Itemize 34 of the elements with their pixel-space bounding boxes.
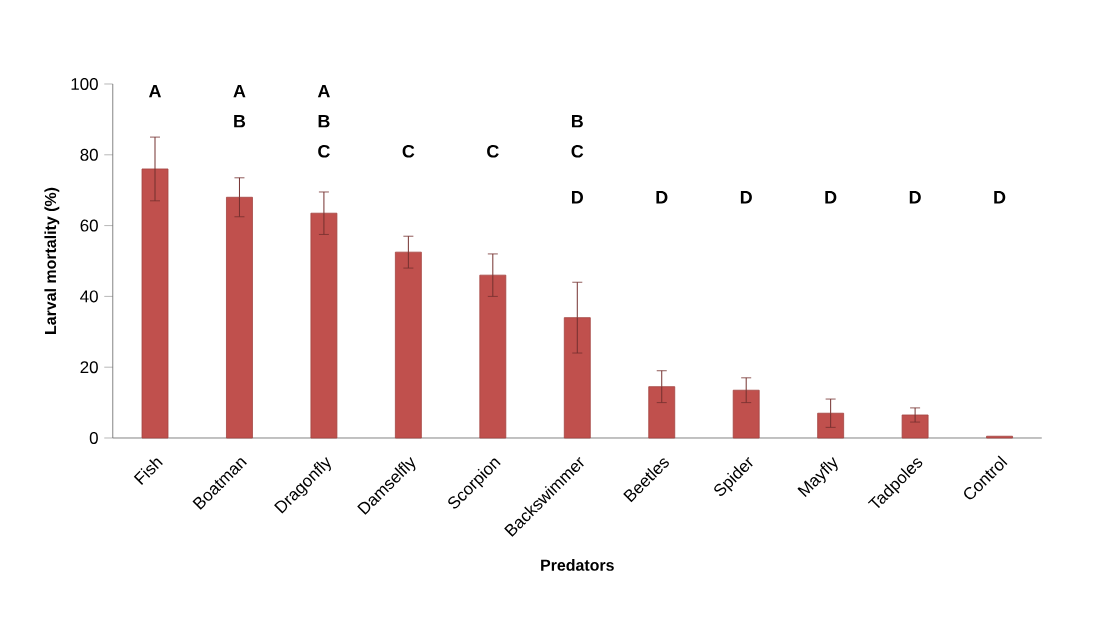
- bar: [901, 414, 929, 439]
- annotation: D: [740, 191, 752, 204]
- y-tick-label: 80: [80, 148, 98, 161]
- y-tick-label: 0: [89, 432, 98, 444]
- y-axis-title: Larval mortality (%): [44, 187, 60, 334]
- y-tick-label: 100: [71, 78, 98, 90]
- annotation: C: [571, 144, 584, 158]
- annotation: B: [318, 114, 330, 128]
- y-tick-label: 60: [80, 219, 98, 232]
- annotation: A: [317, 84, 330, 98]
- annotation: C: [318, 144, 330, 158]
- bar: [226, 196, 253, 439]
- annotation: B: [234, 114, 246, 128]
- x-tick-label: Fish: [133, 458, 163, 485]
- annotation: D: [994, 191, 1006, 204]
- annotation: D: [656, 191, 668, 204]
- annotation: C: [402, 144, 415, 158]
- annotation: A: [233, 84, 246, 98]
- y-tick-label: 40: [80, 290, 98, 303]
- bar: [479, 274, 507, 439]
- bar: [563, 317, 591, 439]
- bar: [394, 251, 422, 439]
- bar: [141, 168, 169, 439]
- y-tick-label: 20: [80, 361, 98, 374]
- annotation: B: [571, 114, 583, 128]
- x-axis-title: Predators: [541, 559, 614, 571]
- annotation: C: [487, 144, 499, 158]
- annotation: D: [571, 191, 583, 204]
- annotation: D: [825, 191, 837, 204]
- annotation: D: [909, 191, 921, 204]
- bar: [310, 212, 338, 439]
- bar: [648, 386, 676, 439]
- annotation: A: [148, 84, 161, 98]
- bar: [732, 389, 760, 439]
